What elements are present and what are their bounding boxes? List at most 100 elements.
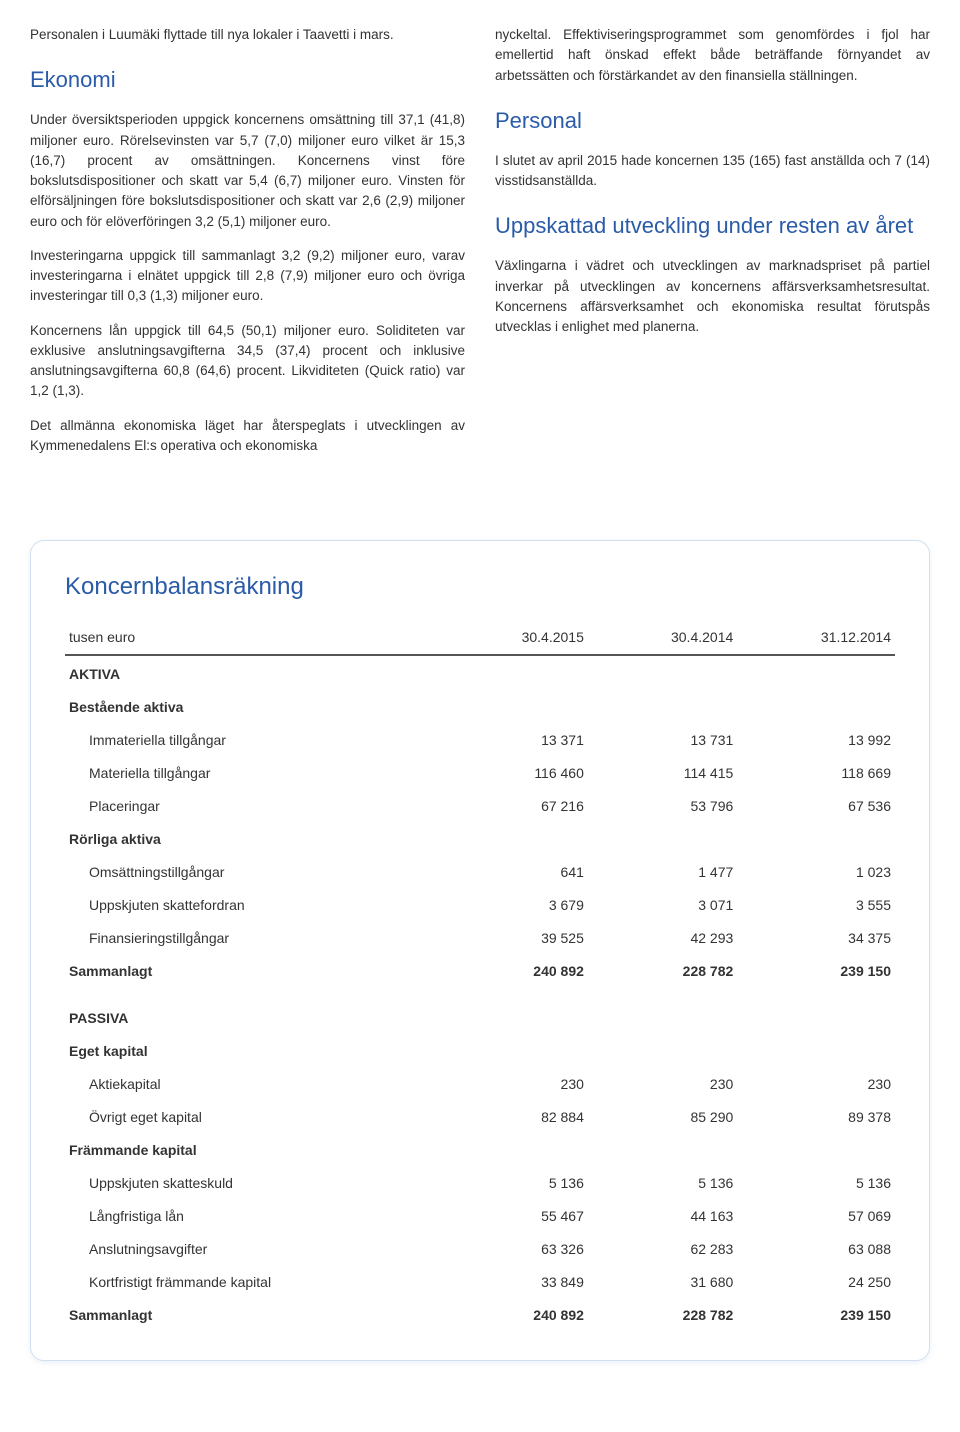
row-label: Anslutningsavgifter [65, 1233, 439, 1266]
row-value: 85 290 [588, 1101, 737, 1134]
row-value: 13 731 [588, 724, 737, 757]
heading-personal: Personal [495, 104, 930, 137]
balance-sheet-title: Koncernbalansräkning [65, 569, 895, 605]
table-row: Uppskjuten skatteskuld 5 136 5 136 5 136 [65, 1167, 895, 1200]
frammande-heading: Främmande kapital [65, 1134, 895, 1167]
ekonomi-p4: Det allmänna ekonomiska läget har återsp… [30, 416, 465, 457]
text-columns: Personalen i Luumäki flyttade till nya l… [30, 25, 930, 470]
row-value: 34 375 [737, 922, 895, 955]
row-value: 44 163 [588, 1200, 737, 1233]
row-label: Långfristiga lån [65, 1200, 439, 1233]
subsection-row: Eget kapital [65, 1035, 895, 1068]
total-value: 239 150 [737, 955, 895, 988]
table-row: Placeringar 67 216 53 796 67 536 [65, 790, 895, 823]
row-label: Kortfristigt främmande kapital [65, 1266, 439, 1299]
row-label: Materiella tillgångar [65, 757, 439, 790]
row-label: Immateriella tillgångar [65, 724, 439, 757]
row-label: Övrigt eget kapital [65, 1101, 439, 1134]
row-value: 63 088 [737, 1233, 895, 1266]
row-value: 31 680 [588, 1266, 737, 1299]
row-value: 5 136 [737, 1167, 895, 1200]
table-row: Uppskjuten skattefordran 3 679 3 071 3 5… [65, 889, 895, 922]
row-value: 641 [439, 856, 588, 889]
total-row: Sammanlagt 240 892 228 782 239 150 [65, 1299, 895, 1332]
table-row: Övrigt eget kapital 82 884 85 290 89 378 [65, 1101, 895, 1134]
table-row: Anslutningsavgifter 63 326 62 283 63 088 [65, 1233, 895, 1266]
row-value: 118 669 [737, 757, 895, 790]
table-header-row: tusen euro 30.4.2015 30.4.2014 31.12.201… [65, 621, 895, 655]
row-value: 114 415 [588, 757, 737, 790]
subsection-row: Bestående aktiva [65, 691, 895, 724]
row-value: 3 555 [737, 889, 895, 922]
subsection-row: Rörliga aktiva [65, 823, 895, 856]
ekonomi-p2: Investeringarna uppgick till sammanlagt … [30, 246, 465, 307]
row-value: 3 679 [439, 889, 588, 922]
left-column: Personalen i Luumäki flyttade till nya l… [30, 25, 465, 470]
column-header: 30.4.2015 [439, 621, 588, 655]
row-value: 42 293 [588, 922, 737, 955]
passiva-heading: PASSIVA [65, 988, 895, 1035]
ekonomi-p3: Koncernens lån uppgick till 64,5 (50,1) … [30, 321, 465, 402]
personal-paragraph: I slutet av april 2015 hade koncernen 13… [495, 151, 930, 192]
total-row: Sammanlagt 240 892 228 782 239 150 [65, 955, 895, 988]
row-value: 24 250 [737, 1266, 895, 1299]
unit-label: tusen euro [65, 621, 439, 655]
row-value: 1 023 [737, 856, 895, 889]
row-value: 116 460 [439, 757, 588, 790]
row-label: Aktiekapital [65, 1068, 439, 1101]
table-row: Aktiekapital 230 230 230 [65, 1068, 895, 1101]
heading-ekonomi: Ekonomi [30, 63, 465, 96]
table-row: Omsättningstillgångar 641 1 477 1 023 [65, 856, 895, 889]
table-row: Finansieringstillgångar 39 525 42 293 34… [65, 922, 895, 955]
table-row: Långfristiga lån 55 467 44 163 57 069 [65, 1200, 895, 1233]
total-value: 240 892 [439, 1299, 588, 1332]
section-row: AKTIVA [65, 656, 895, 692]
row-label: Placeringar [65, 790, 439, 823]
row-value: 1 477 [588, 856, 737, 889]
column-header: 31.12.2014 [737, 621, 895, 655]
heading-utveckling: Uppskattad utveckling under resten av år… [495, 209, 930, 242]
total-value: 228 782 [588, 1299, 737, 1332]
total-label: Sammanlagt [65, 1299, 439, 1332]
row-value: 230 [737, 1068, 895, 1101]
row-value: 82 884 [439, 1101, 588, 1134]
row-label: Uppskjuten skattefordran [65, 889, 439, 922]
row-value: 33 849 [439, 1266, 588, 1299]
balance-sheet-table: tusen euro 30.4.2015 30.4.2014 31.12.201… [65, 621, 895, 1332]
aktiva-heading: AKTIVA [65, 656, 895, 692]
utveckling-paragraph: Växlingarna i vädret och utvecklingen av… [495, 256, 930, 337]
row-value: 62 283 [588, 1233, 737, 1266]
row-label: Omsättningstillgångar [65, 856, 439, 889]
row-label: Finansieringstillgångar [65, 922, 439, 955]
row-value: 89 378 [737, 1101, 895, 1134]
row-label: Uppskjuten skatteskuld [65, 1167, 439, 1200]
right-column: nyckeltal. Effektiviseringsprogrammet so… [495, 25, 930, 470]
row-value: 13 371 [439, 724, 588, 757]
row-value: 13 992 [737, 724, 895, 757]
intro-paragraph: Personalen i Luumäki flyttade till nya l… [30, 25, 465, 45]
table-row: Materiella tillgångar 116 460 114 415 11… [65, 757, 895, 790]
nyckeltal-paragraph: nyckeltal. Effektiviseringsprogrammet so… [495, 25, 930, 86]
table-row: Immateriella tillgångar 13 371 13 731 13… [65, 724, 895, 757]
row-value: 67 536 [737, 790, 895, 823]
row-value: 55 467 [439, 1200, 588, 1233]
row-value: 5 136 [439, 1167, 588, 1200]
table-row: Kortfristigt främmande kapital 33 849 31… [65, 1266, 895, 1299]
row-value: 67 216 [439, 790, 588, 823]
row-value: 230 [439, 1068, 588, 1101]
row-value: 39 525 [439, 922, 588, 955]
row-value: 5 136 [588, 1167, 737, 1200]
total-label: Sammanlagt [65, 955, 439, 988]
column-header: 30.4.2014 [588, 621, 737, 655]
total-value: 240 892 [439, 955, 588, 988]
row-value: 230 [588, 1068, 737, 1101]
subsection-row: Främmande kapital [65, 1134, 895, 1167]
row-value: 53 796 [588, 790, 737, 823]
section-row: PASSIVA [65, 988, 895, 1035]
balance-sheet-card: Koncernbalansräkning tusen euro 30.4.201… [30, 540, 930, 1361]
ekonomi-p1: Under översiktsperioden uppgick koncerne… [30, 110, 465, 232]
bestaende-heading: Bestående aktiva [65, 691, 895, 724]
rorliga-heading: Rörliga aktiva [65, 823, 895, 856]
total-value: 228 782 [588, 955, 737, 988]
total-value: 239 150 [737, 1299, 895, 1332]
